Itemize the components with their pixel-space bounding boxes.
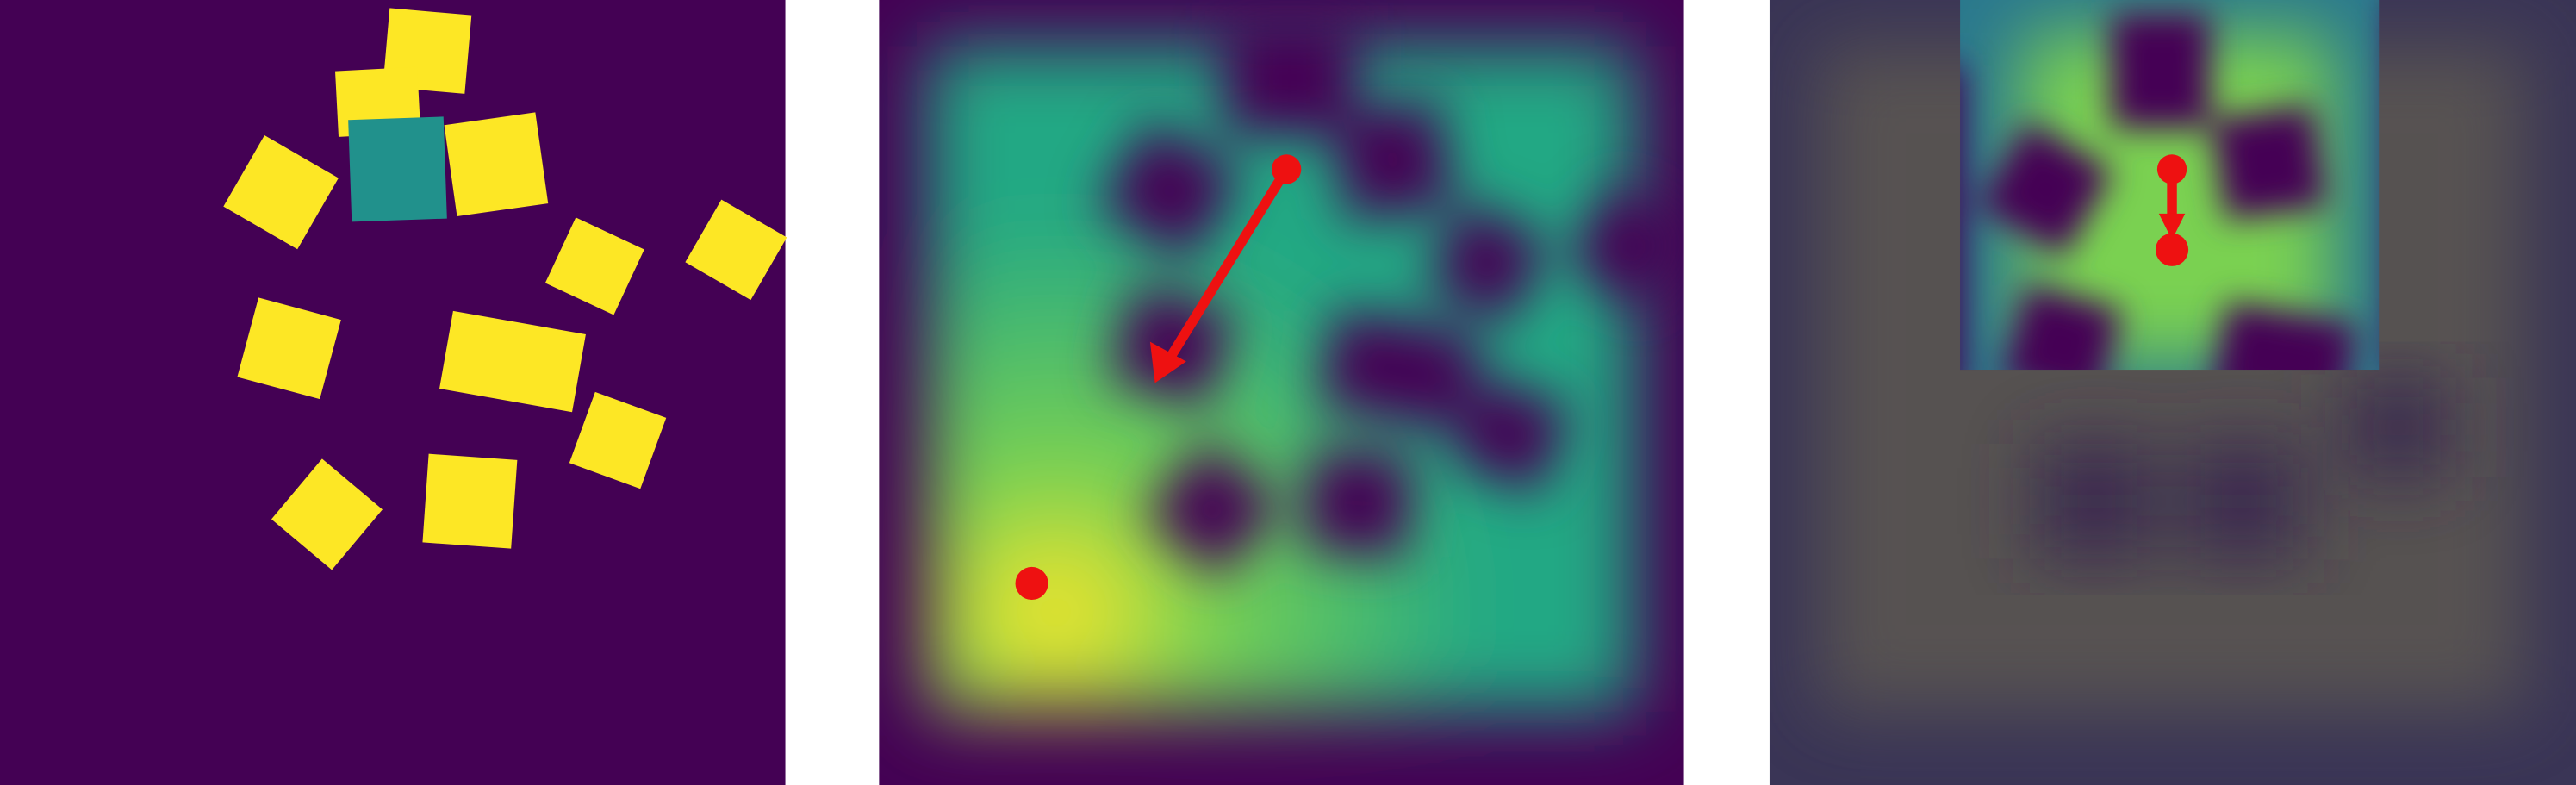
obstacle [1304,448,1414,558]
object [271,458,383,570]
panel-mask [0,0,787,785]
panel-field [879,0,1684,785]
object [422,453,518,549]
motion-arrow [1165,166,1291,361]
panel-crop [1769,0,2576,785]
arrow-head [1149,341,1186,383]
obstacles [1098,19,1684,579]
obstacle [2349,377,2448,477]
obstacle [2185,443,2300,559]
object [237,297,341,400]
obstacle [1142,439,1282,579]
obstacle [1098,120,1241,262]
obstacle [1332,100,1453,221]
object [223,135,339,250]
obstacle [2210,301,2357,371]
obstacle [1453,376,1571,495]
obstacle [1978,121,2113,257]
obstacle [2211,105,2327,221]
goal-point [1015,566,1048,601]
obstacle [1568,184,1684,309]
object [685,199,787,301]
start-point [2156,154,2187,184]
edge [1960,65,1963,371]
object [544,217,644,315]
objects [223,8,787,570]
crop-window [1960,0,2380,371]
obstacle [2001,284,2123,371]
object [444,112,549,217]
faded-obstacles [2037,377,2448,559]
start-point [1272,154,1302,184]
obstacle [1109,284,1234,407]
obstacle [1318,308,1482,432]
crop-obstacles [1960,13,2357,371]
obstacle [2111,13,2210,128]
target-object [348,116,447,222]
goal-point [2155,233,2189,266]
obstacle [1425,202,1548,325]
arrow-head [2158,213,2186,240]
object [439,310,586,413]
field [928,46,1635,712]
object [569,391,667,489]
obstacle [2037,443,2153,559]
